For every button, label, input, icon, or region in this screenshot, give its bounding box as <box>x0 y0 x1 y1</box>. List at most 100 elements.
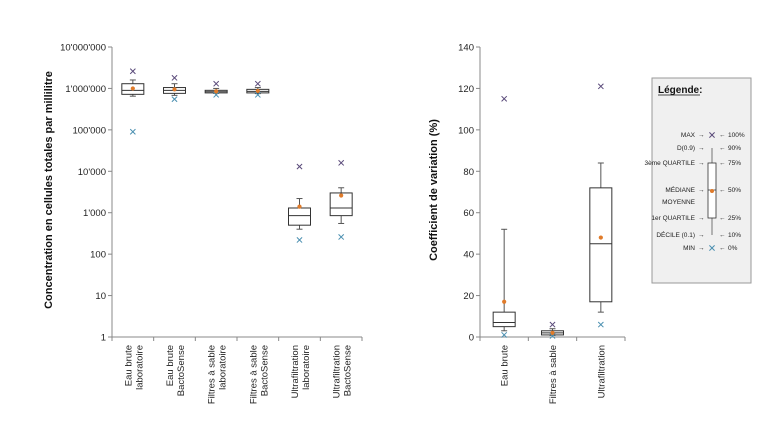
min-marker <box>338 233 345 240</box>
category-label-line: Eau brute <box>500 345 511 386</box>
legend: Légende: MAX → ← 100%D(0.9) → ← 90%3ème QUARTI… <box>645 77 752 284</box>
legend-row-pct: 90% <box>728 145 741 152</box>
legend-arrow-right: → <box>698 215 705 222</box>
legend-arrow-right: → <box>698 160 705 167</box>
legend-arrow-right: → <box>698 132 705 139</box>
max-marker <box>501 95 508 102</box>
category-label-line: laboratoire <box>218 345 229 390</box>
category-label: Eau brute <box>500 345 511 386</box>
category-label: Eau bruteBactoSense <box>165 345 187 396</box>
max-marker <box>296 163 303 170</box>
min-marker <box>254 91 261 98</box>
min-marker <box>171 96 178 103</box>
mean-marker <box>130 86 135 91</box>
box-group <box>163 74 186 103</box>
left-categories: Eau brutelaboratoire Eau bruteBactoSense F… <box>111 337 363 404</box>
category-label-line: Eau brute <box>165 345 176 386</box>
max-marker <box>171 74 178 81</box>
legend-arrow-right: → <box>698 232 705 239</box>
min-marker <box>597 321 604 328</box>
y-tick-label: 100'000 <box>72 125 106 136</box>
right-y-ticks: 0 20 40 60 80 100 120 140 <box>458 43 480 344</box>
max-marker <box>129 68 136 75</box>
box-group <box>541 321 564 339</box>
left-y-ticks: 1 10 100 1'000 10'000 100'000 1'000'000 10'000'… <box>60 43 112 344</box>
max-marker <box>254 80 261 87</box>
box-group <box>121 68 145 135</box>
box-group <box>329 159 353 240</box>
box-group <box>589 83 613 328</box>
box-group <box>246 80 270 98</box>
legend-arrow-left: ← <box>719 215 726 222</box>
category-label-line: Ultrafiltration <box>332 345 343 398</box>
legend-arrow-right: → <box>698 145 705 152</box>
legend-arrow-left: ← <box>719 160 726 167</box>
category-label-line: Filtres à sable <box>207 345 218 404</box>
legend-row-pct: 25% <box>728 215 741 222</box>
left-boxes <box>121 68 353 243</box>
legend-arrow-right: → <box>698 187 705 194</box>
legend-min-marker <box>709 245 715 251</box>
category-label: Eau brutelaboratoire <box>123 345 145 390</box>
min-marker <box>501 331 508 338</box>
legend-max-marker <box>709 132 715 138</box>
legend-rows: MAX → ← 100%D(0.9) → ← 90%3ème QUARTILE → ← 75%MÉ… <box>645 132 745 252</box>
category-label: Ultrafiltration <box>596 345 607 398</box>
legend-row-pct: 75% <box>728 160 741 167</box>
legend-sample-box <box>707 132 717 251</box>
box-iqr <box>329 192 353 217</box>
max-marker <box>338 159 345 166</box>
mean-marker <box>297 204 302 209</box>
legend-row-label: MIN <box>683 245 695 252</box>
category-label: Filtres à sablelaboratoire <box>207 345 229 404</box>
y-tick-label: 100 <box>458 125 474 136</box>
category-label-line: Ultrafiltration <box>596 345 607 398</box>
box-group <box>492 95 516 338</box>
y-tick-label: 140 <box>458 43 474 54</box>
mean-marker <box>502 299 507 304</box>
box-group <box>204 80 228 98</box>
legend-box <box>651 77 752 284</box>
category-label-line: Eau brute <box>123 345 134 386</box>
legend-arrow-left: ← <box>719 132 726 139</box>
category-label-line: BactoSense <box>343 345 354 396</box>
category-label-line: laboratoire <box>134 345 145 390</box>
legend-arrow-left: ← <box>719 232 726 239</box>
y-tick-label: 40 <box>463 250 474 261</box>
max-marker <box>549 321 556 328</box>
right-chart: Coefficient de variation (%) 0 20 40 60 80 10… <box>428 43 626 404</box>
box-iqr <box>492 311 516 328</box>
legend-row-label: DÉCILE (0.1) <box>656 230 695 239</box>
category-label-line: Filtres à sable <box>248 345 259 404</box>
legend-row-label: MAX <box>681 132 696 139</box>
category-label: Filtres à sable <box>548 345 559 404</box>
legend-row-label: MOYENNE <box>662 199 696 206</box>
category-label-line: BactoSense <box>259 345 270 396</box>
y-tick-label: 80 <box>463 167 474 178</box>
legend-row-label: MÉDIANE <box>665 185 695 194</box>
legend-title: Légende: <box>658 85 702 96</box>
legend-arrow-left: ← <box>719 245 726 252</box>
max-marker <box>597 83 604 90</box>
min-marker <box>296 237 303 243</box>
mean-marker <box>214 89 219 94</box>
category-label-line: Ultrafiltration <box>290 345 301 398</box>
max-marker <box>213 80 220 87</box>
left-y-axis-label: Concentration en cellules totales par mi… <box>43 71 55 309</box>
y-tick-label: 60 <box>463 208 474 219</box>
y-tick-label: 10'000 <box>78 167 106 178</box>
y-tick-label: 10'000'000 <box>60 43 106 54</box>
left-chart: Concentration en cellules totales par mi… <box>43 43 363 404</box>
box-group <box>288 163 311 243</box>
category-label-line: laboratoire <box>301 345 312 390</box>
box-iqr <box>288 207 311 226</box>
category-label: Ultrafiltrationlaboratoire <box>290 345 312 398</box>
legend-row-pct: 100% <box>728 132 745 139</box>
min-marker <box>549 333 556 339</box>
legend-row-pct: 10% <box>728 232 741 239</box>
min-marker <box>213 91 220 98</box>
y-tick-label: 10 <box>95 291 106 302</box>
legend-mean-marker <box>710 189 714 193</box>
